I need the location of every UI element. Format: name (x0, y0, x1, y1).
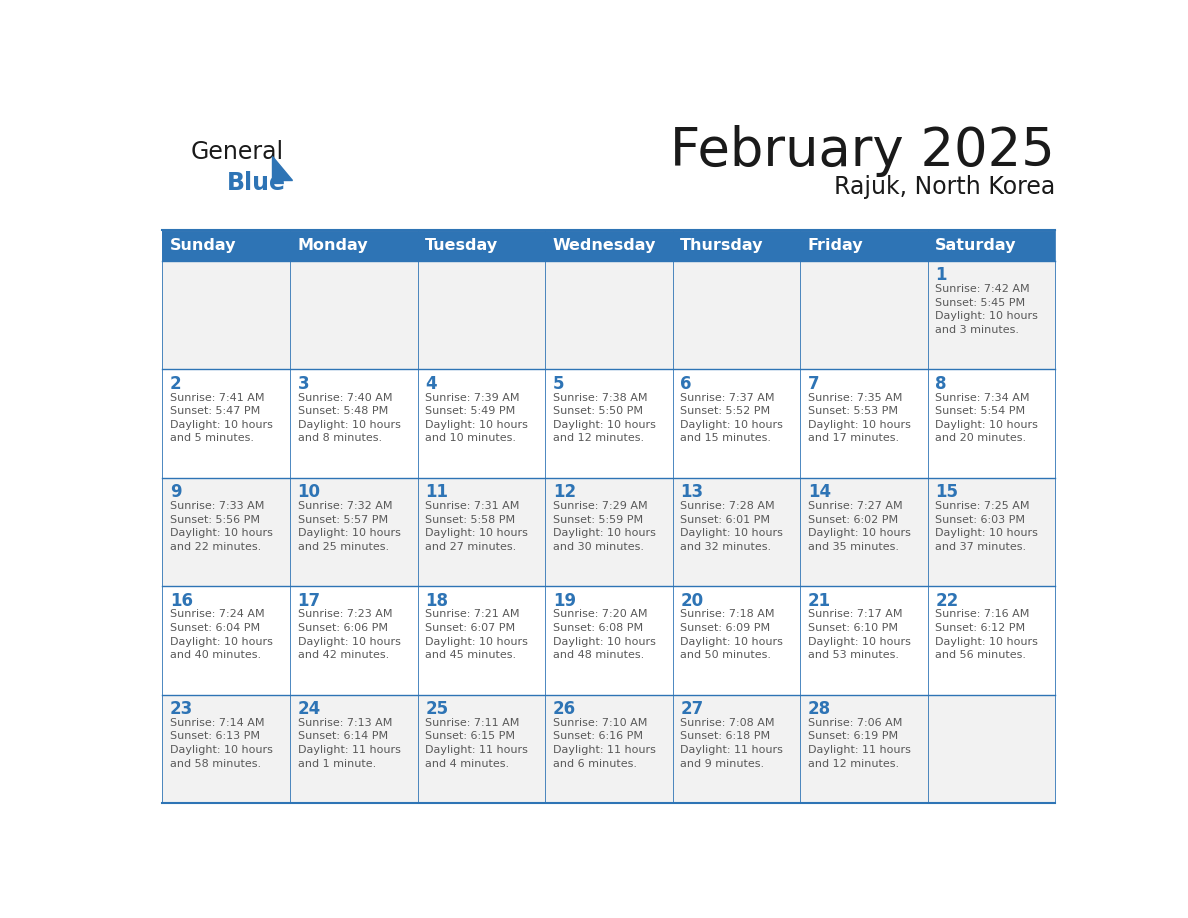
Text: Sunday: Sunday (170, 238, 236, 253)
Text: Sunrise: 7:31 AM
Sunset: 5:58 PM
Daylight: 10 hours
and 27 minutes.: Sunrise: 7:31 AM Sunset: 5:58 PM Dayligh… (425, 501, 527, 552)
Text: 14: 14 (808, 483, 830, 501)
Text: Wednesday: Wednesday (552, 238, 656, 253)
Text: Monday: Monday (298, 238, 368, 253)
Text: 17: 17 (298, 592, 321, 610)
Text: Sunrise: 7:25 AM
Sunset: 6:03 PM
Daylight: 10 hours
and 37 minutes.: Sunrise: 7:25 AM Sunset: 6:03 PM Dayligh… (935, 501, 1038, 552)
Text: 23: 23 (170, 700, 194, 718)
Text: 25: 25 (425, 700, 448, 718)
Text: 27: 27 (681, 700, 703, 718)
Bar (163, 370, 1055, 478)
Text: Sunrise: 7:14 AM
Sunset: 6:13 PM
Daylight: 10 hours
and 58 minutes.: Sunrise: 7:14 AM Sunset: 6:13 PM Dayligh… (170, 718, 273, 768)
Text: Sunrise: 7:16 AM
Sunset: 6:12 PM
Daylight: 10 hours
and 56 minutes.: Sunrise: 7:16 AM Sunset: 6:12 PM Dayligh… (935, 610, 1038, 660)
Text: 24: 24 (298, 700, 321, 718)
Text: February 2025: February 2025 (670, 125, 1055, 177)
Text: 1: 1 (935, 266, 947, 285)
Text: 22: 22 (935, 592, 959, 610)
Text: 9: 9 (170, 483, 182, 501)
Text: Sunrise: 7:06 AM
Sunset: 6:19 PM
Daylight: 11 hours
and 12 minutes.: Sunrise: 7:06 AM Sunset: 6:19 PM Dayligh… (808, 718, 911, 768)
Text: Sunrise: 7:11 AM
Sunset: 6:15 PM
Daylight: 11 hours
and 4 minutes.: Sunrise: 7:11 AM Sunset: 6:15 PM Dayligh… (425, 718, 527, 768)
Text: Sunrise: 7:37 AM
Sunset: 5:52 PM
Daylight: 10 hours
and 15 minutes.: Sunrise: 7:37 AM Sunset: 5:52 PM Dayligh… (681, 393, 783, 443)
Text: Sunrise: 7:35 AM
Sunset: 5:53 PM
Daylight: 10 hours
and 17 minutes.: Sunrise: 7:35 AM Sunset: 5:53 PM Dayligh… (808, 393, 911, 443)
Bar (290, 230, 417, 261)
Text: 16: 16 (170, 592, 194, 610)
Text: Sunrise: 7:42 AM
Sunset: 5:45 PM
Daylight: 10 hours
and 3 minutes.: Sunrise: 7:42 AM Sunset: 5:45 PM Dayligh… (935, 285, 1038, 335)
Text: 2: 2 (170, 375, 182, 393)
Text: Sunrise: 7:29 AM
Sunset: 5:59 PM
Daylight: 10 hours
and 30 minutes.: Sunrise: 7:29 AM Sunset: 5:59 PM Dayligh… (552, 501, 656, 552)
Text: Sunrise: 7:38 AM
Sunset: 5:50 PM
Daylight: 10 hours
and 12 minutes.: Sunrise: 7:38 AM Sunset: 5:50 PM Dayligh… (552, 393, 656, 443)
Text: Sunrise: 7:21 AM
Sunset: 6:07 PM
Daylight: 10 hours
and 45 minutes.: Sunrise: 7:21 AM Sunset: 6:07 PM Dayligh… (425, 610, 527, 660)
Bar (163, 261, 1055, 370)
Text: Sunrise: 7:13 AM
Sunset: 6:14 PM
Daylight: 11 hours
and 1 minute.: Sunrise: 7:13 AM Sunset: 6:14 PM Dayligh… (298, 718, 400, 768)
Text: 7: 7 (808, 375, 820, 393)
Text: Sunrise: 7:34 AM
Sunset: 5:54 PM
Daylight: 10 hours
and 20 minutes.: Sunrise: 7:34 AM Sunset: 5:54 PM Dayligh… (935, 393, 1038, 443)
Text: 3: 3 (298, 375, 309, 393)
Text: Sunrise: 7:23 AM
Sunset: 6:06 PM
Daylight: 10 hours
and 42 minutes.: Sunrise: 7:23 AM Sunset: 6:06 PM Dayligh… (298, 610, 400, 660)
Text: 8: 8 (935, 375, 947, 393)
Bar (417, 230, 545, 261)
Bar (163, 478, 1055, 587)
Bar (545, 230, 672, 261)
Bar (801, 230, 928, 261)
Text: Sunrise: 7:20 AM
Sunset: 6:08 PM
Daylight: 10 hours
and 48 minutes.: Sunrise: 7:20 AM Sunset: 6:08 PM Dayligh… (552, 610, 656, 660)
Text: 28: 28 (808, 700, 830, 718)
Text: 13: 13 (681, 483, 703, 501)
Text: 11: 11 (425, 483, 448, 501)
Text: 21: 21 (808, 592, 830, 610)
Text: 6: 6 (681, 375, 691, 393)
Text: General: General (191, 140, 284, 163)
Text: Sunrise: 7:33 AM
Sunset: 5:56 PM
Daylight: 10 hours
and 22 minutes.: Sunrise: 7:33 AM Sunset: 5:56 PM Dayligh… (170, 501, 273, 552)
Polygon shape (272, 155, 292, 180)
Text: Sunrise: 7:40 AM
Sunset: 5:48 PM
Daylight: 10 hours
and 8 minutes.: Sunrise: 7:40 AM Sunset: 5:48 PM Dayligh… (298, 393, 400, 443)
Bar (163, 695, 1055, 803)
Text: Sunrise: 7:27 AM
Sunset: 6:02 PM
Daylight: 10 hours
and 35 minutes.: Sunrise: 7:27 AM Sunset: 6:02 PM Dayligh… (808, 501, 911, 552)
Text: Tuesday: Tuesday (425, 238, 498, 253)
Bar (928, 230, 1055, 261)
Text: 5: 5 (552, 375, 564, 393)
Text: Sunrise: 7:41 AM
Sunset: 5:47 PM
Daylight: 10 hours
and 5 minutes.: Sunrise: 7:41 AM Sunset: 5:47 PM Dayligh… (170, 393, 273, 443)
Text: Blue: Blue (227, 172, 286, 196)
Text: Rajuk, North Korea: Rajuk, North Korea (834, 175, 1055, 199)
Text: 20: 20 (681, 592, 703, 610)
Text: Sunrise: 7:10 AM
Sunset: 6:16 PM
Daylight: 11 hours
and 6 minutes.: Sunrise: 7:10 AM Sunset: 6:16 PM Dayligh… (552, 718, 656, 768)
Bar (672, 230, 801, 261)
Text: Saturday: Saturday (935, 238, 1017, 253)
Text: 15: 15 (935, 483, 959, 501)
Text: Sunrise: 7:08 AM
Sunset: 6:18 PM
Daylight: 11 hours
and 9 minutes.: Sunrise: 7:08 AM Sunset: 6:18 PM Dayligh… (681, 718, 783, 768)
Text: Sunrise: 7:39 AM
Sunset: 5:49 PM
Daylight: 10 hours
and 10 minutes.: Sunrise: 7:39 AM Sunset: 5:49 PM Dayligh… (425, 393, 527, 443)
Bar (163, 230, 290, 261)
Text: Sunrise: 7:18 AM
Sunset: 6:09 PM
Daylight: 10 hours
and 50 minutes.: Sunrise: 7:18 AM Sunset: 6:09 PM Dayligh… (681, 610, 783, 660)
Text: 10: 10 (298, 483, 321, 501)
Text: Thursday: Thursday (681, 238, 764, 253)
Text: Sunrise: 7:17 AM
Sunset: 6:10 PM
Daylight: 10 hours
and 53 minutes.: Sunrise: 7:17 AM Sunset: 6:10 PM Dayligh… (808, 610, 911, 660)
Text: Friday: Friday (808, 238, 864, 253)
Bar (163, 587, 1055, 695)
Text: 26: 26 (552, 700, 576, 718)
Text: Sunrise: 7:28 AM
Sunset: 6:01 PM
Daylight: 10 hours
and 32 minutes.: Sunrise: 7:28 AM Sunset: 6:01 PM Dayligh… (681, 501, 783, 552)
Text: 19: 19 (552, 592, 576, 610)
Text: 4: 4 (425, 375, 437, 393)
Text: Sunrise: 7:32 AM
Sunset: 5:57 PM
Daylight: 10 hours
and 25 minutes.: Sunrise: 7:32 AM Sunset: 5:57 PM Dayligh… (298, 501, 400, 552)
Text: Sunrise: 7:24 AM
Sunset: 6:04 PM
Daylight: 10 hours
and 40 minutes.: Sunrise: 7:24 AM Sunset: 6:04 PM Dayligh… (170, 610, 273, 660)
Text: 12: 12 (552, 483, 576, 501)
Text: 18: 18 (425, 592, 448, 610)
